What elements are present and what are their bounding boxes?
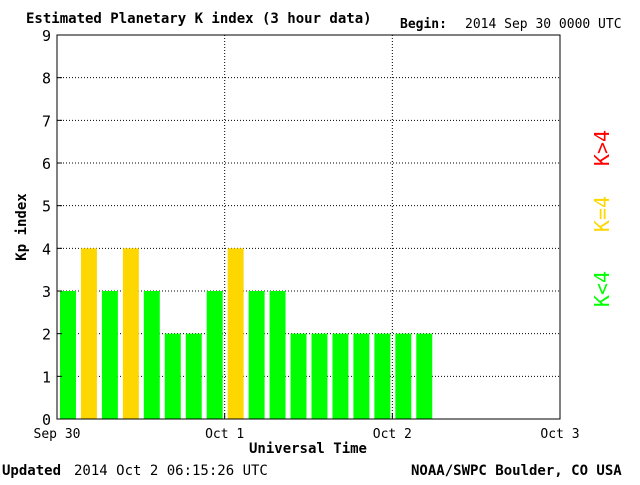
updated-value: 2014 Oct 2 06:15:26 UTC (74, 463, 268, 479)
y-axis-label: Kp index (14, 193, 30, 261)
y-tick-label: 9 (42, 27, 51, 45)
kp-bar (269, 291, 286, 419)
updated-label: Updated (2, 463, 61, 479)
kp-bar (353, 333, 370, 419)
y-tick-label: 3 (42, 283, 51, 301)
x-axis-ticks: Sep 30 Oct 1 Oct 2 Oct 3 (34, 413, 580, 442)
kp-bar (101, 291, 118, 419)
kp-bar (143, 291, 160, 419)
x-tick-label: Sep 30 (34, 427, 81, 442)
kp-bar (395, 333, 412, 419)
legend-k-less-4: K<4 (590, 271, 614, 307)
legend-k-greater-4: K>4 (590, 130, 614, 166)
begin-label: Begin: (400, 17, 447, 32)
plot-frame (56, 34, 561, 420)
kp-bar (374, 333, 391, 419)
x-tick-label: Oct 2 (373, 427, 412, 442)
y-tick-label: 6 (42, 155, 51, 173)
x-tick-label: Oct 3 (540, 427, 579, 442)
kp-bar (416, 333, 433, 419)
x-axis-label: Universal Time (249, 441, 367, 457)
kp-bar (164, 333, 181, 419)
kp-bar (290, 333, 307, 419)
y-tick-label: 7 (42, 112, 51, 130)
y-tick-label: 4 (42, 240, 51, 258)
grid-lines (57, 35, 560, 419)
y-tick-label: 2 (42, 326, 51, 344)
begin-value: 2014 Sep 30 0000 UTC (465, 17, 622, 32)
kp-bar (311, 333, 328, 419)
legend-k-equal-4: K=4 (590, 196, 614, 232)
kp-bar (227, 248, 244, 419)
y-tick-label: 8 (42, 70, 51, 88)
x-tick-label: Oct 1 (205, 427, 244, 442)
kp-bar (248, 291, 265, 419)
y-tick-label: 0 (42, 411, 51, 429)
kp-bar (60, 291, 76, 419)
bar-series (60, 248, 433, 419)
y-tick-label: 1 (42, 368, 51, 386)
kp-bar (206, 291, 223, 419)
chart-title: Estimated Planetary K index (3 hour data… (26, 11, 372, 27)
kp-bar (80, 248, 97, 419)
kp-bar (122, 248, 139, 419)
y-axis-ticks: 0 1 2 3 4 5 6 7 8 9 (42, 27, 62, 429)
kp-bar (332, 333, 349, 419)
y-tick-label: 5 (42, 198, 51, 216)
kp-bar (185, 333, 202, 419)
source-credit: NOAA/SWPC Boulder, CO USA (411, 463, 622, 479)
